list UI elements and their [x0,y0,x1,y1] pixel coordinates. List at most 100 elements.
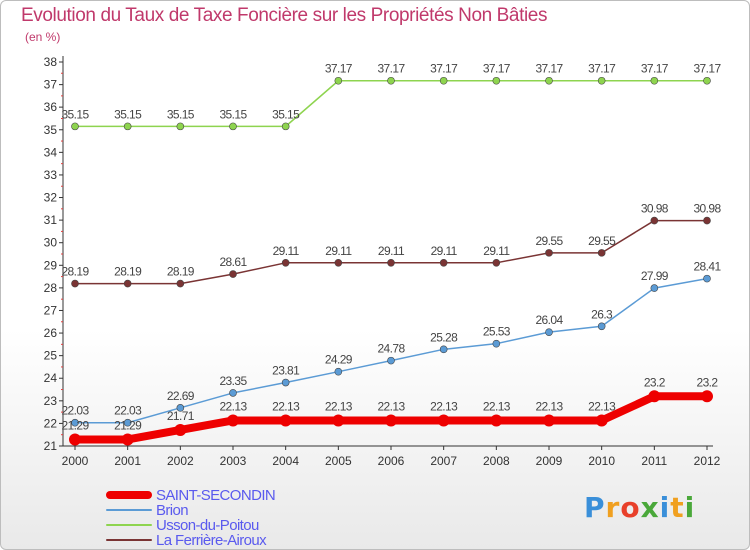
data-label: 37.17 [377,62,405,76]
data-point [492,76,501,85]
data-label: 25.28 [430,330,458,344]
legend-swatch-saint-secondin [106,491,152,499]
data-point [439,345,448,354]
chart-title: Evolution du Taux de Taxe Foncière sur l… [21,5,548,26]
data-point [332,414,345,427]
y-tick-label: 30 [44,236,58,250]
data-label: 24.78 [377,342,405,356]
y-tick-label: 26 [44,326,58,340]
data-label: 21.71 [167,409,195,423]
data-label: 22.03 [61,404,89,418]
data-point [545,76,553,85]
x-tick-label: 2003 [220,454,247,468]
x-tick-label: 2004 [272,454,299,468]
y-tick-label: 29 [44,258,58,272]
y-tick-label: 25 [44,349,58,363]
data-label: 37.17 [588,62,616,76]
x-tick-label: 2008 [483,454,510,468]
data-point [492,259,501,267]
y-tick-label: 33 [44,168,58,182]
data-point [229,122,237,131]
logo-letter: r [605,491,621,524]
data-point [703,76,711,85]
x-tick-label: 2000 [62,454,89,468]
legend-item-la-ferriere-airoux: La Ferrière-Airoux [106,531,267,549]
y-tick-label: 28 [44,281,58,295]
data-point [71,418,79,427]
y-tick-label: 23 [44,394,58,408]
data-point [334,76,343,85]
legend-item-usson-du-poitou: Usson-du-Poitou [106,516,259,534]
legend-swatch-brion [106,509,152,511]
data-point [650,76,659,85]
x-tick-label: 2009 [536,454,563,468]
logo-letter: i [684,491,696,524]
data-point [123,122,132,131]
data-label: 22.13 [430,399,458,413]
data-point [176,404,185,412]
data-label: 22.13 [219,399,247,413]
data-point [490,414,503,427]
data-point [597,76,606,85]
data-label: 23.35 [219,374,247,388]
legend-swatch-usson-du-poitou [106,524,152,526]
x-tick-label: 2011 [641,454,667,468]
data-label: 22.13 [325,399,353,413]
x-tick-label: 2002 [167,454,194,468]
data-label: 28.19 [167,265,195,279]
data-point [387,259,395,267]
y-tick-label: 22 [44,416,58,430]
data-label: 27.99 [641,269,669,283]
y-tick-label: 38 [44,55,58,69]
legend-swatch-la-ferriere-airoux [106,539,152,541]
y-axis-unit-label: (en %) [25,30,61,44]
data-point [229,270,237,278]
data-point [492,339,501,348]
data-label: 35.15 [167,107,195,121]
data-point [387,356,395,365]
data-point [227,414,239,427]
data-point [176,279,185,288]
y-tick-label: 27 [44,303,58,317]
proxiti-logo: Proxiti [584,491,695,524]
data-label: 28.41 [693,260,721,274]
data-point [71,122,79,131]
y-tick-label: 21 [44,439,58,453]
data-point [545,249,553,257]
x-tick-label: 2005 [325,454,352,468]
data-label: 35.15 [114,107,142,121]
data-label: 37.17 [430,62,458,76]
data-label: 29.11 [483,244,510,258]
data-label: 29.11 [273,244,300,258]
data-label: 35.15 [61,107,89,121]
data-label: 23.81 [272,364,300,378]
data-label: 30.98 [641,202,669,216]
data-point [650,284,659,292]
data-point [439,76,448,85]
data-label: 29.11 [431,244,458,258]
data-label: 28.61 [219,255,247,269]
x-tick-label: 2001 [114,454,141,468]
data-label: 35.15 [272,107,300,121]
x-tick-label: 2012 [694,454,721,468]
data-label: 22.13 [272,399,300,413]
data-label: 37.17 [483,62,511,76]
data-label: 29.55 [588,234,616,248]
legend-label-brion: Brion [156,501,189,519]
y-tick-label: 34 [44,145,58,159]
x-tick-label: 2010 [588,454,615,468]
legend-label-usson-du-poitou: Usson-du-Poitou [156,516,259,534]
logo-letter: x [640,491,660,524]
data-label: 23.2 [644,375,666,389]
data-point [176,122,185,131]
data-point [597,322,606,331]
y-tick-label: 35 [44,123,58,137]
data-label: 29.11 [325,244,352,258]
data-label: 22.03 [114,404,142,418]
data-label: 28.19 [114,265,142,279]
legend-label-la-ferriere-airoux: La Ferrière-Airoux [156,531,267,549]
data-point [229,389,237,397]
data-label: 26.04 [535,313,563,327]
data-point [703,216,711,225]
data-point [123,418,132,427]
